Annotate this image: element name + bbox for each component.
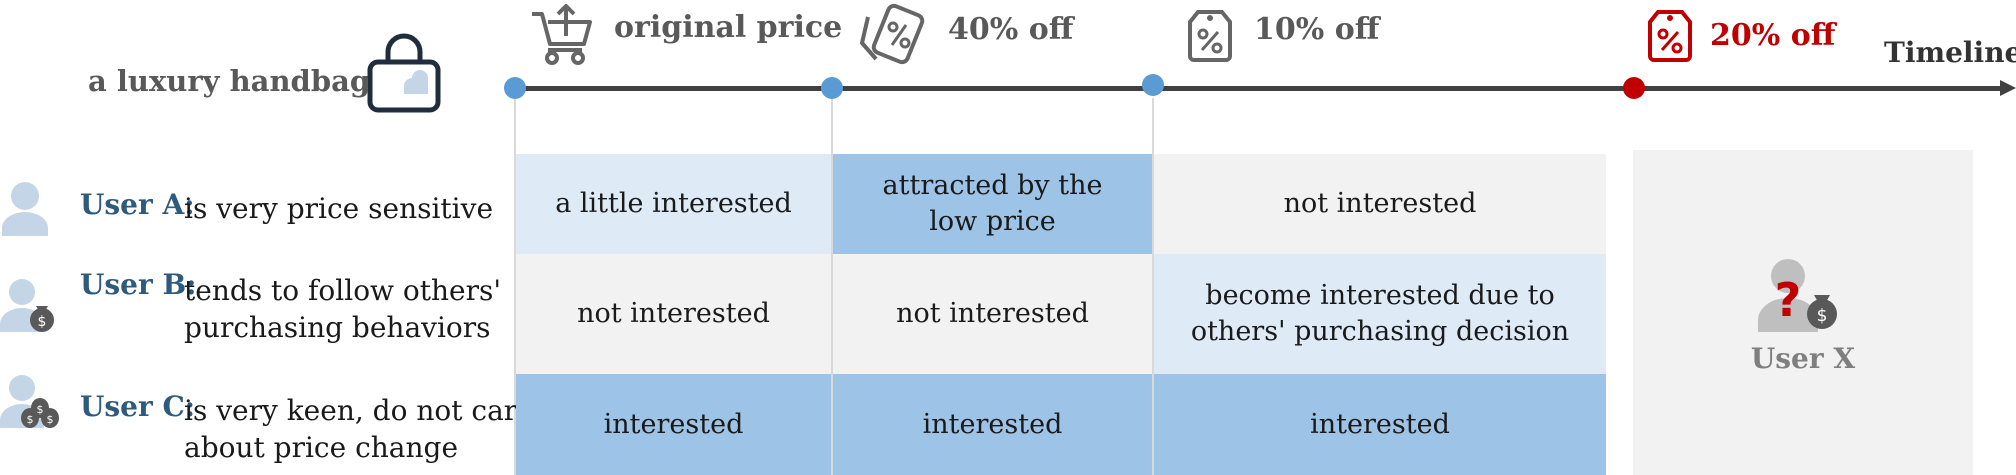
discount-tag-icon [1188,10,1232,62]
user-c-desc: is very keen, do not care about price cha… [184,394,534,465]
user-x-label: User X [1750,342,1856,375]
user-money-bags-icon: $ $ $ [0,375,59,428]
shopping-cart-icon [532,4,592,65]
timeline-dot-10-off [1142,74,1164,96]
cell-c-original: interested [516,374,831,475]
svg-text:$: $ [27,413,34,426]
event-label-20-off: 20% off [1710,18,1836,53]
cell-b-40-off: not interested [833,254,1152,374]
timeline-label: Timeline [1884,36,2016,69]
svg-text:$: $ [1817,306,1828,326]
cell-b-10-off: become interested due to others' purchasi… [1154,254,1606,374]
user-b-desc: tends to follow others' purchasing behavi… [184,274,502,345]
cell-a-40-off: attracted by the low price [833,154,1152,254]
svg-text:$: $ [38,314,47,330]
guide-line-2 [831,98,833,475]
cell-c-10-off: interested [1154,374,1606,475]
unknown-user-icon: ? $ [1758,259,1837,332]
user-b-name: User B: [80,268,197,301]
user-a-desc: is very price sensitive [184,192,494,225]
user-money-bag-icon: $ [0,279,54,332]
guide-line-3 [1152,98,1154,475]
cell-c-40-off: interested [833,374,1152,475]
question-mark: ? [1775,273,1802,327]
user-a-name: User A: [80,188,195,221]
svg-text:$: $ [47,413,54,426]
timeline-dot-original [504,77,526,99]
guide-line-1 [514,98,516,475]
timeline-arrowhead [2000,80,2016,96]
svg-text:$: $ [37,403,44,416]
event-label-40-off: 40% off [948,12,1074,47]
event-label-10-off: 10% off [1254,12,1380,47]
timeline-dot-40-off [821,77,843,99]
timeline-axis [514,86,2004,91]
cell-a-10-off: not interested [1154,154,1606,254]
discount-tag-icon [859,3,925,65]
cell-b-original: not interested [516,254,831,374]
timeline-dot-20-off [1623,77,1645,99]
user-c-name: User C: [80,390,196,423]
product-label: a luxury handbag [88,64,371,98]
handbag-icon [367,33,441,113]
event-label-original: original price [614,10,843,45]
cell-a-original: a little interested [516,154,831,254]
user-icon [2,182,48,236]
discount-tag-icon [1648,10,1692,62]
